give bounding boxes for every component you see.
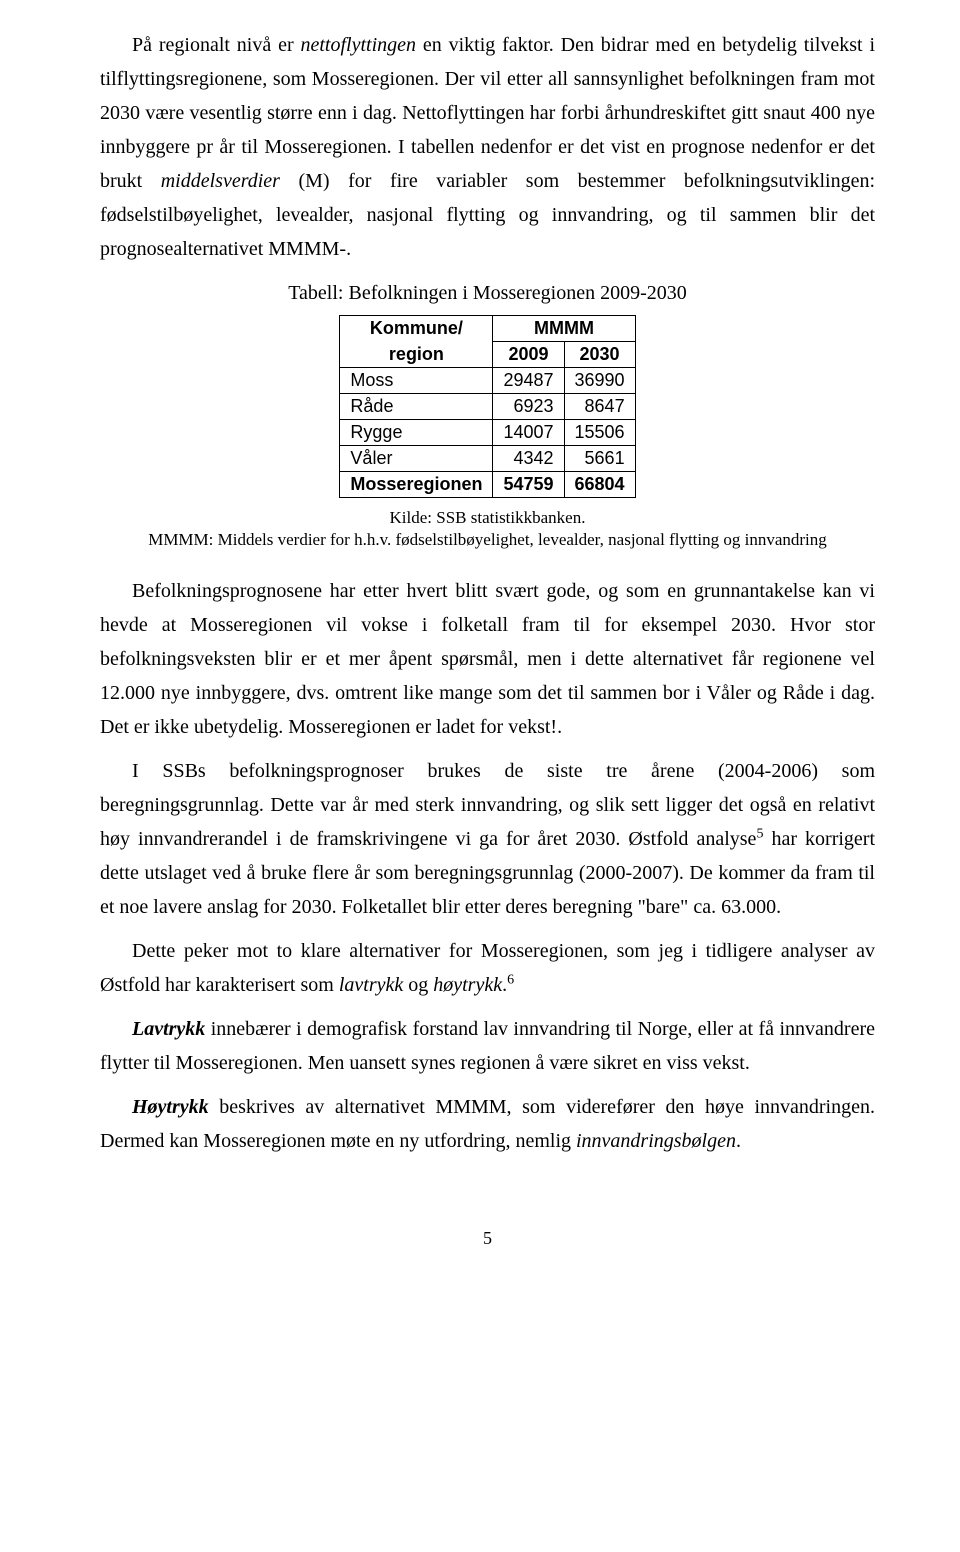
total-2009: 54759 bbox=[493, 472, 564, 498]
row-label: Råde bbox=[340, 394, 493, 420]
paragraph-5: Lavtrykk innebærer i demografisk forstan… bbox=[100, 1012, 875, 1080]
table-source-1: Kilde: SSB statistikkbanken. bbox=[100, 508, 875, 528]
table-title: Tabell: Befolkningen i Mosseregionen 200… bbox=[100, 282, 875, 305]
row-2009: 6923 bbox=[493, 394, 564, 420]
th-kommune: Kommune/ bbox=[340, 316, 493, 342]
table-row: Våler 4342 5661 bbox=[340, 446, 635, 472]
paragraph-1: På regionalt nivå er nettoflyttingen en … bbox=[100, 28, 875, 266]
th-2009: 2009 bbox=[493, 342, 564, 368]
th-mmmm: MMMM bbox=[493, 316, 635, 342]
row-label: Rygge bbox=[340, 420, 493, 446]
row-label: Våler bbox=[340, 446, 493, 472]
paragraph-4: Dette peker mot to klare alternativer fo… bbox=[100, 934, 875, 1002]
page-number: 5 bbox=[100, 1228, 875, 1249]
row-2009: 14007 bbox=[493, 420, 564, 446]
table-source-2: MMMM: Middels verdier for h.h.v. fødsels… bbox=[100, 530, 875, 550]
population-table: Kommune/ MMMM region 2009 2030 Moss 2948… bbox=[339, 315, 635, 498]
row-2030: 5661 bbox=[564, 446, 635, 472]
table-row: Rygge 14007 15506 bbox=[340, 420, 635, 446]
row-2030: 36990 bbox=[564, 368, 635, 394]
paragraph-6: Høytrykk beskrives av alternativet MMMM,… bbox=[100, 1090, 875, 1158]
table-row: Moss 29487 36990 bbox=[340, 368, 635, 394]
table-row: Råde 6923 8647 bbox=[340, 394, 635, 420]
row-label: Moss bbox=[340, 368, 493, 394]
total-2030: 66804 bbox=[564, 472, 635, 498]
paragraph-3: I SSBs befolkningsprognoser brukes de si… bbox=[100, 754, 875, 924]
table-total-row: Mosseregionen 54759 66804 bbox=[340, 472, 635, 498]
th-region: region bbox=[340, 342, 493, 368]
row-2009: 29487 bbox=[493, 368, 564, 394]
row-2030: 8647 bbox=[564, 394, 635, 420]
th-2030: 2030 bbox=[564, 342, 635, 368]
total-label: Mosseregionen bbox=[340, 472, 493, 498]
row-2030: 15506 bbox=[564, 420, 635, 446]
paragraph-2: Befolkningsprognosene har etter hvert bl… bbox=[100, 574, 875, 744]
row-2009: 4342 bbox=[493, 446, 564, 472]
